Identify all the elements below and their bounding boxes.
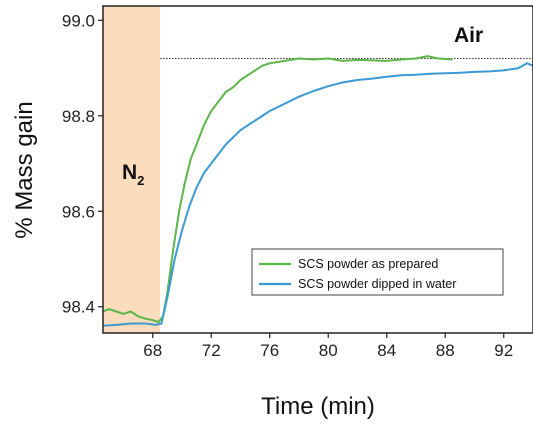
x-tick-label: 72 xyxy=(202,341,221,360)
legend: SCS powder as prepared SCS powder dipped… xyxy=(251,248,504,296)
y-tick-label: 98.4 xyxy=(62,298,95,317)
series-line-1 xyxy=(102,62,533,327)
shaded-region xyxy=(103,6,161,333)
x-ticks: 68 72 76 80 84 88 92 xyxy=(143,333,513,360)
series-layer xyxy=(102,55,533,327)
y-ticks: 98.4 98.6 98.8 99.0 xyxy=(62,11,103,317)
y-tick-label: 99.0 xyxy=(62,11,95,30)
x-tick-label: 76 xyxy=(260,341,279,360)
x-tick-label: 68 xyxy=(143,341,162,360)
shaded-region-label: N2 xyxy=(122,161,144,188)
x-tick-label: 92 xyxy=(494,341,513,360)
y-tick-label: 98.8 xyxy=(62,107,95,126)
air-annotation: Air xyxy=(454,24,483,47)
y-axis-title: % Mass gain xyxy=(11,101,38,238)
legend-label-series-1: SCS powder dipped in water xyxy=(298,277,456,291)
x-tick-label: 84 xyxy=(377,341,396,360)
x-axis-title: Time (min) xyxy=(261,393,375,420)
shaded-region-label-sub: 2 xyxy=(137,173,144,188)
legend-label-series-0: SCS powder as prepared xyxy=(298,257,438,271)
plot-frame xyxy=(102,5,533,334)
shaded-region-label-main: N xyxy=(122,161,137,184)
x-tick-label: 88 xyxy=(436,341,455,360)
legend-box xyxy=(251,248,504,296)
y-tick-label: 98.6 xyxy=(62,202,95,221)
x-tick-label: 80 xyxy=(319,341,338,360)
series-line-0 xyxy=(102,55,453,323)
